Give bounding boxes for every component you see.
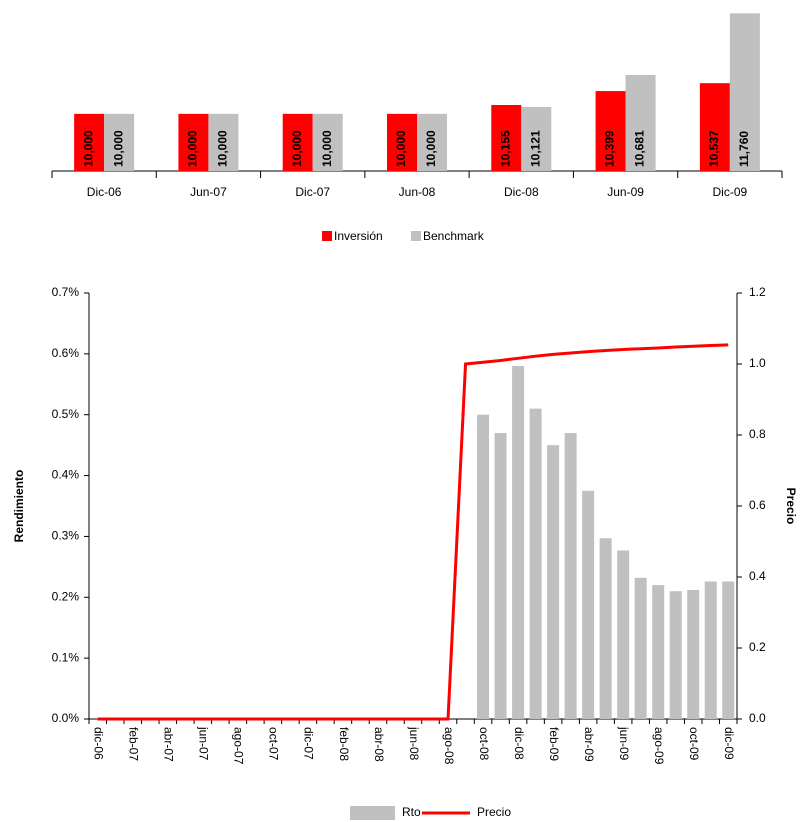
bar [582,490,595,719]
value-label: 10,681 [633,130,647,167]
x-tick-label: dic-06 [92,727,106,760]
x-tick-label: Dic-09 [713,185,748,199]
x-tick-label: ago-08 [442,727,456,765]
x-tick-label: oct-09 [687,727,701,761]
bar [512,366,525,719]
y2-tick-label: 0.4 [749,569,766,583]
y-tick-label: 0.1% [52,650,80,664]
y-tick-label: 0.5% [52,407,80,421]
x-tick-label: dic-07 [302,727,316,760]
value-label: 10,000 [320,130,334,167]
bar [722,581,735,719]
x-tick-label: ago-07 [232,727,246,765]
legend-swatch [322,231,332,241]
bar [704,581,717,719]
x-tick-label: Jun-07 [190,185,227,199]
bar [564,432,577,719]
bar [417,113,447,171]
value-label: 10,000 [81,130,95,167]
y2-tick-label: 0.8 [749,427,766,441]
y2-tick-label: 1.0 [749,356,766,370]
x-tick-label: feb-07 [127,727,141,761]
x-tick-label: oct-08 [477,727,491,761]
bar [491,105,522,171]
x-tick-label: jun-09 [617,726,631,761]
legend-swatch [411,231,421,241]
y2-tick-label: 0.2 [749,640,766,654]
bar [208,113,239,171]
legend-label: Rto [402,805,421,819]
value-label: 10,000 [424,130,438,167]
bar [625,74,656,171]
y2-tick-label: 1.2 [749,285,766,299]
bar [312,113,343,171]
y-tick-label: 0.6% [52,346,80,360]
x-tick-label: ago-09 [652,727,666,765]
value-label: 10,000 [394,130,408,167]
x-tick-label: Dic-06 [87,185,122,199]
y2-tick-label: 0.0 [749,711,766,725]
value-label: 10,000 [216,130,230,167]
bar [547,445,560,719]
x-tick-label: jun-07 [197,726,211,761]
x-tick-label: abr-09 [582,727,596,762]
y-axis-title: Rendimiento [12,470,26,543]
value-label: 10,121 [528,130,542,167]
line [97,343,729,721]
bar [687,589,700,719]
value-label: 10,399 [603,130,617,167]
legend-label: Inversión [334,229,383,243]
bar [529,408,542,719]
bar [104,113,135,171]
x-tick-label: abr-07 [162,727,176,762]
x-tick-label: jun-08 [407,726,421,761]
bar [494,432,507,719]
legend-swatch [350,806,395,820]
bar [178,113,209,171]
x-tick-label: feb-09 [547,727,561,761]
x-tick-label: Jun-08 [399,185,436,199]
y-tick-label: 0.7% [52,285,80,299]
bar [652,585,665,719]
x-tick-label: Jun-09 [607,185,644,199]
bar [634,577,647,719]
bar [477,414,490,719]
bar [387,113,417,171]
x-tick-label: dic-08 [512,727,526,760]
bar [699,83,730,171]
value-label: 10,155 [498,130,512,167]
y-tick-label: 0.3% [52,529,80,543]
value-label: 11,760 [737,131,751,167]
y-tick-label: 0.2% [52,589,80,603]
x-tick-label: Dic-08 [504,185,539,199]
value-label: 10,537 [707,130,721,167]
x-tick-label: oct-07 [267,727,281,761]
bar [729,13,760,171]
x-tick-label: dic-09 [722,727,736,760]
x-tick-label: feb-08 [337,727,351,761]
x-tick-label: Dic-07 [295,185,330,199]
value-label: 10,000 [186,130,200,167]
bar [617,550,630,719]
bar [595,91,626,171]
legend-label: Benchmark [423,229,485,243]
value-label: 10,000 [111,130,125,167]
bar [669,591,682,719]
legend-label: Precio [477,805,511,819]
bar [282,113,313,171]
y2-tick-label: 0.6 [749,498,766,512]
x-tick-label: abr-08 [372,727,386,762]
y-tick-label: 0.0% [52,711,80,725]
y2-axis-title: Precio [784,488,798,525]
value-label: 10,000 [290,130,304,167]
bar [599,538,612,719]
bar [74,113,105,171]
bar [521,106,552,171]
y-tick-label: 0.4% [52,468,80,482]
